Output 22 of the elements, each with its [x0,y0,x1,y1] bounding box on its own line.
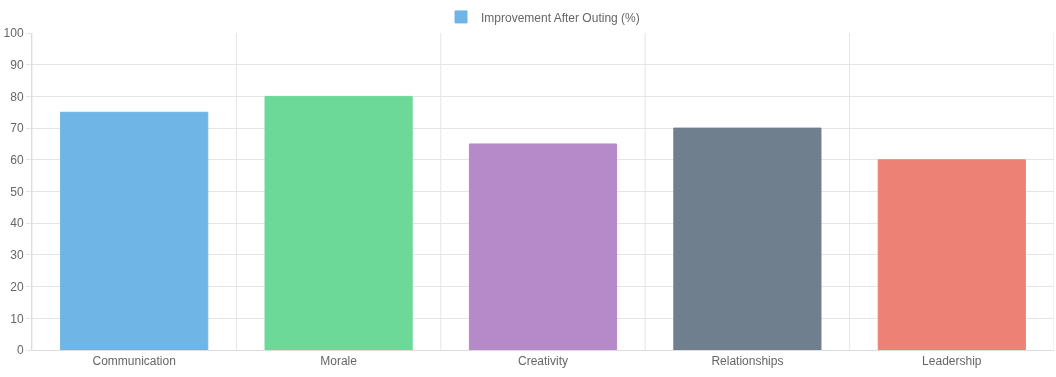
y-tick-label: 30 [10,248,24,263]
bar [877,159,1026,350]
x-tick-label: Leadership [922,354,982,369]
y-tick-label: 70 [10,121,24,136]
y-tick-label: 40 [10,216,24,231]
x-tick-label: Creativity [517,354,569,369]
y-tick-label: 60 [10,153,24,167]
bar [60,111,209,350]
y-tick-label: 80 [10,89,24,104]
bar [468,143,618,350]
bar [264,95,413,350]
y-tick-label: 50 [10,184,24,199]
legend-label: Improvement After Outing (%) [481,10,640,25]
x-tick-label: Communication [92,354,176,369]
x-tick-label: Relationships [711,354,784,369]
x-tick-label: Morale [320,354,358,369]
bar [673,127,822,350]
y-tick-label: 20 [10,279,24,294]
y-tick-label: 90 [10,57,24,72]
y-tick-label: 10 [10,311,24,326]
y-tick-label: 100 [3,26,24,41]
y-tick-label: 0 [16,343,24,358]
